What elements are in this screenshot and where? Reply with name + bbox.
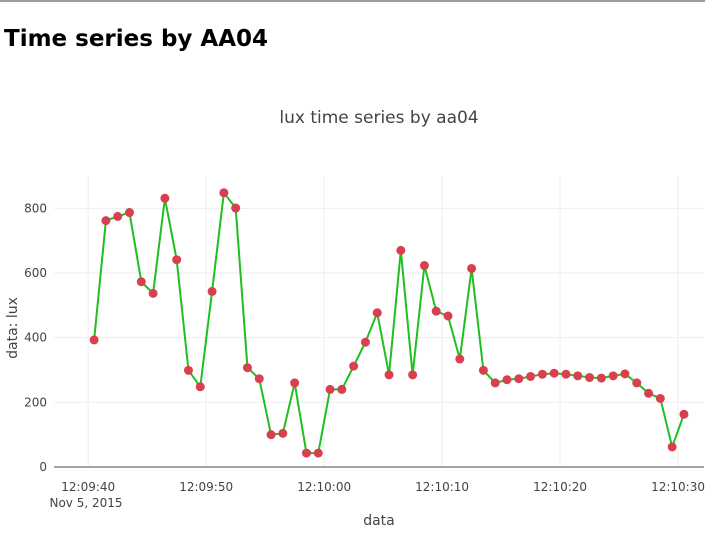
data-point[interactable] [290,378,300,388]
data-point[interactable] [667,442,677,452]
data-point[interactable] [408,370,418,380]
x-tick-label: 12:09:50 [179,480,233,494]
data-point[interactable] [195,382,205,392]
data-point[interactable] [125,208,134,218]
data-point[interactable] [514,374,524,384]
data-point[interactable] [431,306,441,316]
data-point[interactable] [502,375,512,385]
data-point[interactable] [172,255,182,265]
data-point[interactable] [526,371,536,381]
data-point[interactable] [325,384,335,394]
data-point[interactable] [608,371,618,381]
series-layer [89,188,689,458]
y-tick-label: 200 [24,395,47,409]
data-point[interactable] [537,369,547,379]
x-tick-label: 12:10:00 [297,480,351,494]
data-point[interactable] [360,337,370,347]
y-tick-label: 400 [24,331,47,345]
top-divider [0,0,705,2]
data-point[interactable] [148,288,158,298]
data-point[interactable] [349,361,359,371]
data-point[interactable] [278,428,288,438]
x-tick-label: 12:10:10 [415,480,469,494]
x-date-label: Nov 5, 2015 [49,496,122,510]
data-point[interactable] [313,448,323,458]
y-tick-label: 600 [24,266,47,280]
data-point[interactable] [467,263,477,273]
data-point[interactable] [573,371,583,381]
data-point[interactable] [490,378,500,388]
data-point[interactable] [242,363,252,373]
data-point[interactable] [679,409,689,419]
data-point[interactable] [561,369,571,379]
data-point[interactable] [478,365,488,375]
data-point[interactable] [207,286,217,296]
data-point[interactable] [372,308,382,318]
page-title: Time series by AA04 [4,26,269,52]
data-point[interactable] [337,384,347,394]
data-point[interactable] [549,368,559,378]
data-point[interactable] [113,211,123,221]
series-line [93,191,685,455]
data-point[interactable] [183,365,193,375]
data-point[interactable] [219,188,229,198]
data-point[interactable] [596,373,606,383]
data-point[interactable] [419,261,429,271]
data-point[interactable] [231,203,241,213]
data-point[interactable] [396,245,406,255]
x-tick-label: 12:10:20 [533,480,587,494]
data-point[interactable] [384,370,394,380]
data-point[interactable] [655,393,665,403]
data-point[interactable] [89,335,99,345]
data-point[interactable] [136,277,146,287]
data-point[interactable] [455,354,465,364]
data-point[interactable] [254,374,264,384]
axes-layer: 0 200 400 600 800 12:09:40 12:09:50 12:10:00 12:… [24,201,705,494]
y-tick-label: 800 [24,201,47,215]
x-tick-label: 12:10:30 [651,480,705,494]
y-tick-label: 0 [39,460,47,474]
data-point[interactable] [443,311,453,321]
data-point[interactable] [620,369,630,379]
data-point[interactable] [101,216,111,226]
data-point[interactable] [585,372,595,382]
data-point[interactable] [266,430,276,440]
data-point[interactable] [644,388,654,398]
chart-title: lux time series by aa04 [279,108,478,128]
data-point[interactable] [632,378,642,388]
y-axis-title: data: lux [5,297,21,359]
x-axis-title: data [363,513,395,529]
data-point[interactable] [301,448,311,458]
data-point[interactable] [160,193,170,203]
x-tick-label: 12:09:40 [61,480,115,494]
